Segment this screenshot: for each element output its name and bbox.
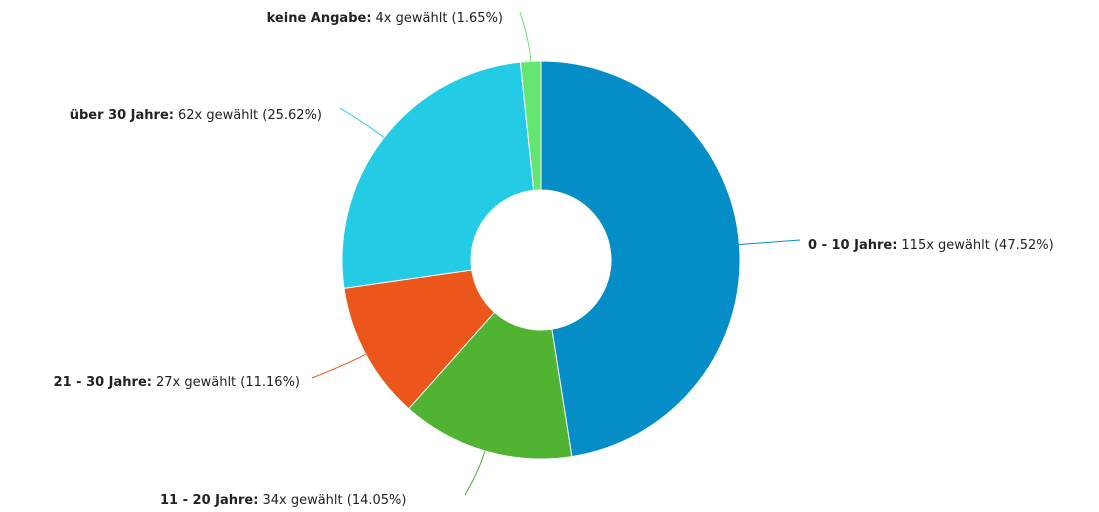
label-value: 34x gewählt (14.05%) <box>262 493 406 508</box>
label-name: 11 - 20 Jahre: <box>160 493 258 508</box>
label-value: 62x gewählt (25.62%) <box>178 108 322 123</box>
connector <box>464 450 486 496</box>
data-label: 21 - 30 Jahre: 27x gewählt (11.16%) <box>54 375 300 390</box>
connector <box>311 353 366 379</box>
label-name: 0 - 10 Jahre: <box>808 238 897 253</box>
slice <box>519 60 542 191</box>
slice <box>540 60 741 458</box>
connector <box>739 239 801 246</box>
data-label: über 30 Jahre: 62x gewählt (25.62%) <box>70 108 322 123</box>
connector <box>339 107 385 139</box>
connector <box>519 11 532 62</box>
label-value: 27x gewählt (11.16%) <box>156 375 300 390</box>
data-label: 11 - 20 Jahre: 34x gewählt (14.05%) <box>160 493 406 508</box>
slice <box>408 311 573 460</box>
label-value: 4x gewählt (1.65%) <box>376 11 503 26</box>
label-name: 21 - 30 Jahre: <box>54 375 152 390</box>
data-label: keine Angabe: 4x gewählt (1.65%) <box>267 11 503 26</box>
label-value: 115x gewählt (47.52%) <box>901 238 1053 253</box>
slice <box>341 61 535 289</box>
label-name: keine Angabe: <box>267 11 372 26</box>
data-label: 0 - 10 Jahre: 115x gewählt (47.52%) <box>808 238 1054 253</box>
label-name: über 30 Jahre: <box>70 108 174 123</box>
